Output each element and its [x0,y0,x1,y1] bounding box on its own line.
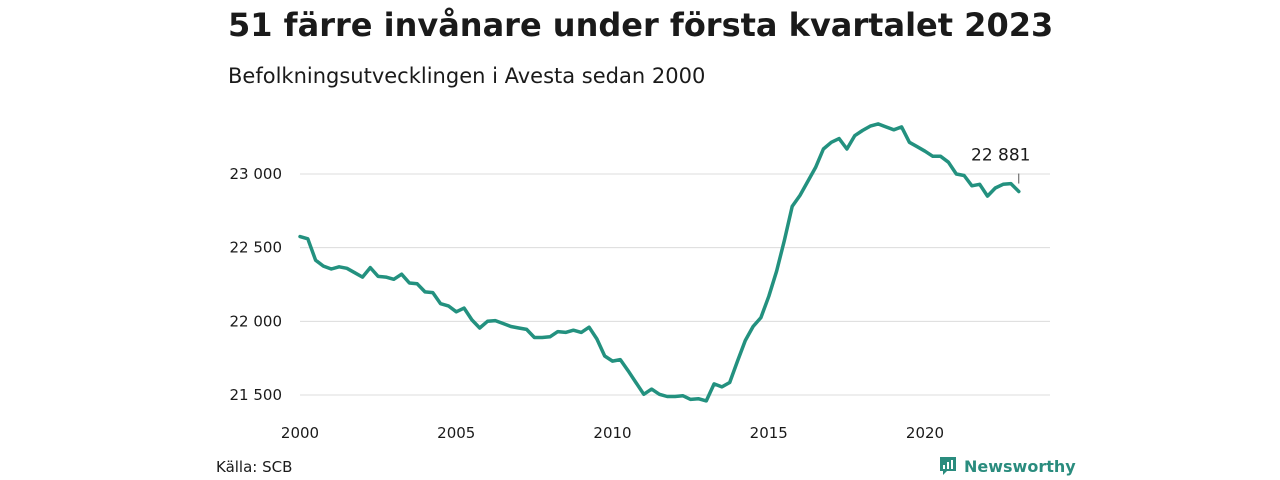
x-tick-label: 2000 [281,424,319,442]
annotation-last-value: 22 881 [971,146,1030,166]
y-tick-label: 22 000 [230,312,283,330]
population-series-line [298,122,1021,403]
source-note: Källa: SCB [216,458,293,476]
newsworthy-logo-icon [940,457,956,475]
chart-title: 51 färre invånare under första kvartalet… [228,6,1054,44]
x-axis-tick-labels: 2000 2005 2010 2015 2020 [281,424,944,442]
y-tick-label: 21 500 [230,386,283,404]
y-tick-label: 22 500 [230,239,283,257]
brand-logo: Newsworthy [938,455,1076,477]
x-tick-label: 2015 [750,424,788,442]
x-tick-label: 2010 [593,424,631,442]
chart-subtitle: Befolkningsutvecklingen i Avesta sedan 2… [228,64,706,88]
y-tick-label: 23 000 [230,165,283,183]
brand-name: Newsworthy [964,456,1076,476]
x-tick-label: 2005 [437,424,475,442]
y-axis-tick-labels: 21 500 22 000 22 500 23 000 [230,165,283,404]
x-tick-label: 2020 [906,424,944,442]
